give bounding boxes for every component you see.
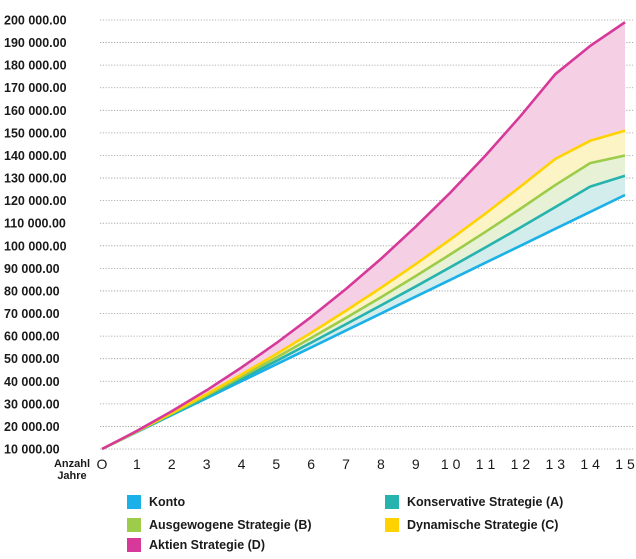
y-tick-label: 60 000.00 [4, 330, 60, 344]
y-tick-label: 170 000.00 [4, 81, 67, 95]
x-tick-label: 1 3 [546, 456, 566, 472]
y-tick-label: 120 000.00 [4, 194, 67, 208]
y-tick-label: 190 000.00 [4, 36, 67, 50]
x-axis-ticks: O 1 2 3 4 5 6 7 8 9 1 0 1 1 1 2 1 3 1 4 1 5 [97, 456, 635, 472]
x-tick-label: 3 [203, 456, 211, 472]
band-c-d [102, 22, 625, 449]
x-tick-label: 5 [272, 456, 280, 472]
series-line-aktien-strategie-d [101, 21, 626, 451]
y-tick-label: 20 000.00 [4, 420, 60, 434]
x-tick-label: 1 [133, 456, 141, 472]
y-tick-label: 130 000.00 [4, 172, 67, 186]
y-tick-label: 70 000.00 [4, 307, 60, 321]
y-tick-label: 30 000.00 [4, 397, 60, 411]
y-tick-label: 180 000.00 [4, 59, 67, 73]
series-line-dynamische-strategie-c [101, 129, 626, 451]
y-tick-label: 10 000.00 [4, 443, 60, 457]
y-tick-label: 80 000.00 [4, 284, 60, 298]
y-tick-label: 50 000.00 [4, 352, 60, 366]
x-tick-label: 6 [307, 456, 315, 472]
series-lines [101, 21, 626, 451]
x-tick-label: 7 [342, 456, 350, 472]
x-axis-label: Anzahl Jahre [54, 458, 90, 482]
x-tick-label: 8 [377, 456, 385, 472]
x-tick-label: 1 5 [615, 456, 635, 472]
x-tick-label: 2 [168, 456, 176, 472]
y-tick-label: 150 000.00 [4, 126, 67, 140]
y-axis-ticks: 10 000.00 20 000.00 30 000.00 40 000.00 50 0… [4, 14, 67, 457]
x-tick-label: 1 1 [476, 456, 496, 472]
y-tick-label: 40 000.00 [4, 375, 60, 389]
x-tick-label: 1 2 [511, 456, 531, 472]
band-konto-a [102, 175, 625, 449]
x-tick-label: 1 4 [580, 456, 600, 472]
band-b-c [102, 130, 625, 449]
y-tick-label: 100 000.00 [4, 239, 67, 253]
area-bands [102, 22, 625, 449]
band-a-b [102, 155, 625, 449]
y-tick-label: 110 000.00 [4, 217, 66, 231]
y-tick-label: 160 000.00 [4, 104, 67, 118]
x-tick-label: 9 [412, 456, 420, 472]
x-tick-label: 4 [238, 456, 246, 472]
x-tick-label: O [97, 456, 108, 472]
y-tick-label: 200 000.00 [4, 14, 67, 28]
y-tick-label: 90 000.00 [4, 262, 60, 276]
x-tick-label: 1 0 [441, 456, 461, 472]
y-tick-label: 140 000.00 [4, 149, 67, 163]
